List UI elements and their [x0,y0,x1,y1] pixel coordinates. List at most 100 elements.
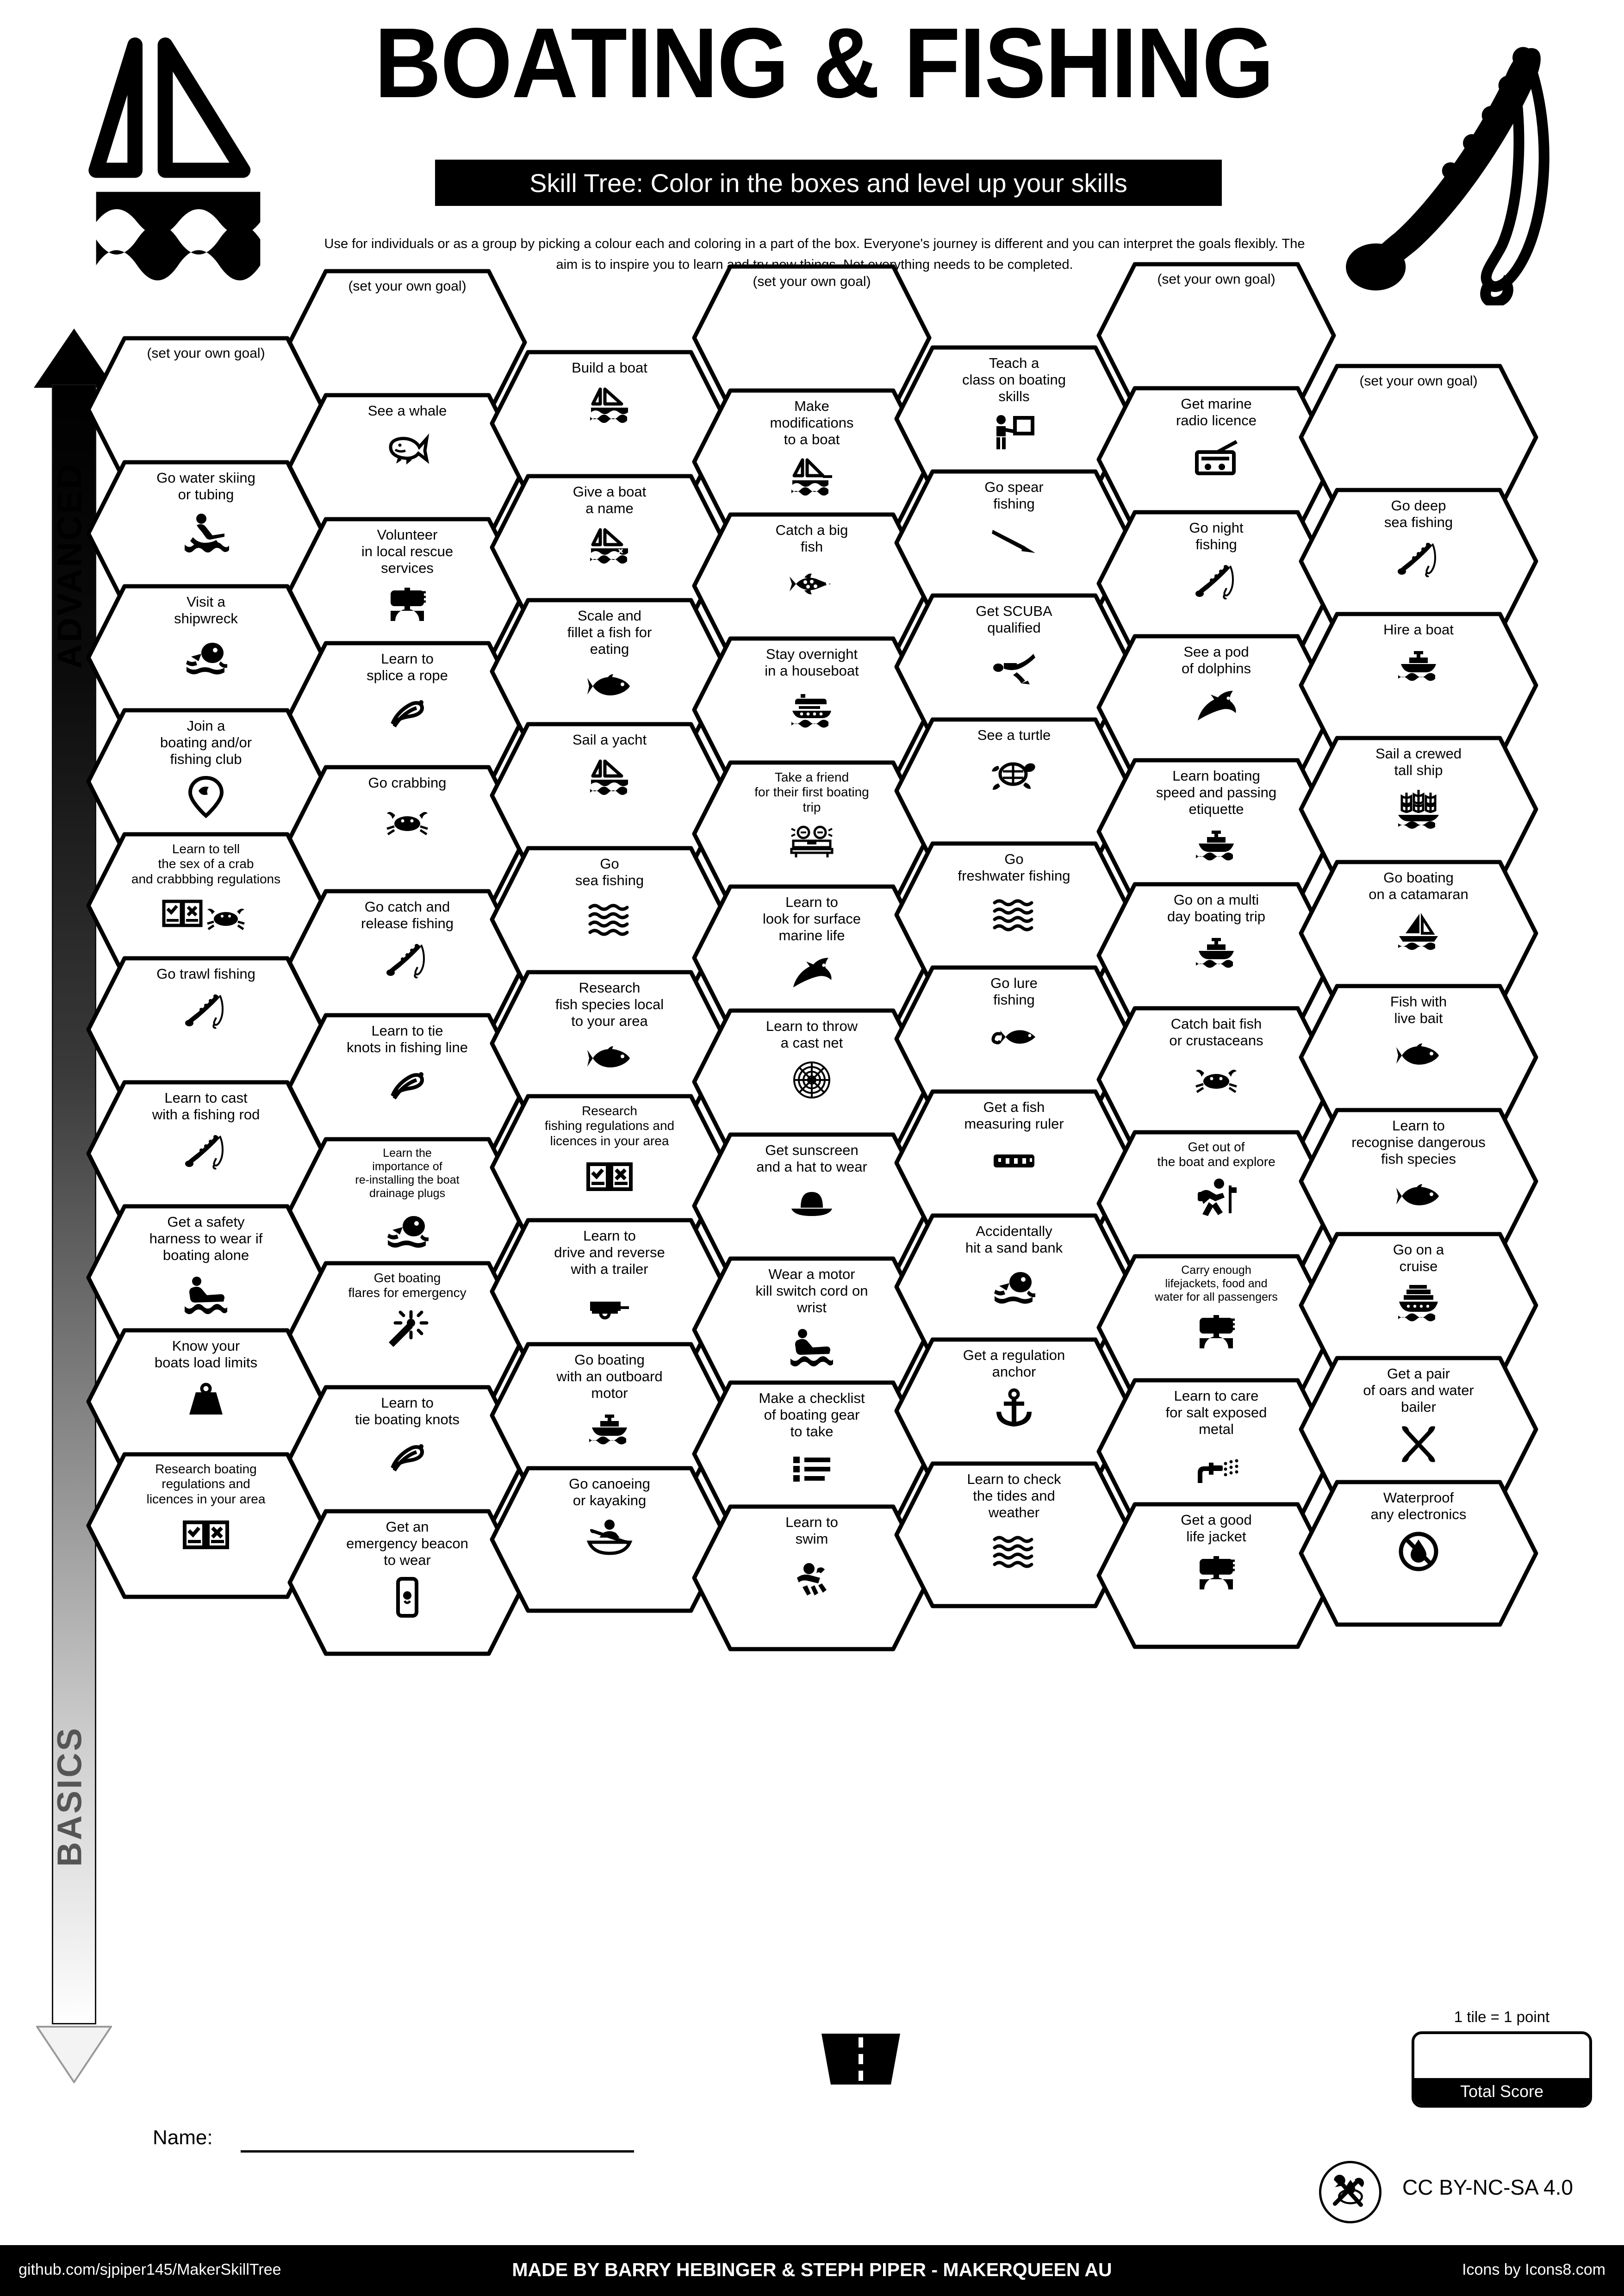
skill-tile-label: Research fishing regulations and licences … [544,1104,675,1148]
cruiseship-icon [1394,1278,1444,1328]
lifejacket-icon [382,580,432,630]
skill-tile-label: Research fish species local to your area [555,980,664,1029]
skill-tile[interactable]: Learn to cast with a fishing rod [86,1080,326,1228]
skill-tile[interactable]: Get a good life jacket [1096,1502,1337,1650]
skill-tile-content: Get out of the boat and explore [1113,1140,1320,1267]
skill-tile[interactable]: Learn the importance of re-installing the … [287,1136,528,1285]
skill-tile[interactable]: Fish with live bait [1298,983,1539,1131]
lure-icon [989,1012,1039,1062]
fish-icon [585,1033,635,1083]
swimmer-icon [787,1551,837,1601]
skill-tile[interactable]: Go catch and release fishing [287,888,528,1036]
skill-tile-label: Go freshwater fishing [958,851,1070,884]
oars-icon [1394,1419,1444,1469]
skill-tile[interactable]: Get out of the boat and explore [1096,1129,1337,1278]
skill-tile[interactable]: Learn to recognise dangerous fish species [1298,1107,1539,1255]
skill-tile-label: Hire a boat [1383,621,1454,638]
skill-tile[interactable]: Learn to care for salt exposed metal [1096,1378,1337,1526]
sailboat-logo-icon [88,37,261,280]
license-text: CC BY-NC-SA 4.0 [1402,2175,1573,2199]
skill-tile[interactable]: Know your boats load limits [86,1328,326,1476]
skill-tile-content: Go sea fishing [506,856,713,983]
skill-tile[interactable]: Get a pair of oars and water bailer [1298,1355,1539,1503]
skill-tile[interactable]: Learn to swim [691,1504,932,1652]
skill-tile[interactable]: Go canoeing or kayaking [489,1465,730,1613]
skill-tile[interactable]: Go boating on a catamaran [1298,859,1539,1007]
skill-tile[interactable]: Sail a yacht [489,721,730,869]
skill-tile-label: Get a good life jacket [1181,1512,1252,1545]
skill-tile-content: Learn the importance of re-installing the … [304,1147,511,1274]
skill-hex-grid: (set your own goal) Go water skiing or tub… [0,262,1624,2078]
skill-tile-label: Get boating flares for emergency [348,1271,467,1300]
skill-tile-content: Catch bait fish or crustaceans [1113,1016,1320,1143]
name-field[interactable]: Name: [153,2126,662,2154]
skill-tile[interactable]: (set your own goal) [287,268,528,416]
skill-tile-content: See a pod of dolphins [1113,644,1320,771]
skill-tile[interactable]: Wear a motor kill switch cord on wrist [691,1256,932,1404]
skill-tile-label: Join a boating and/or fishing club [160,718,252,767]
skill-tile[interactable]: Learn boating speed and passing etiquette [1096,757,1337,906]
footer-icon-credit[interactable]: Icons by Icons8.com [1462,2261,1605,2278]
octopus-icon [382,1204,432,1254]
skill-tile-label: Go on a multi day boating trip [1167,892,1265,925]
skill-tile-label: (set your own goal) [1157,272,1276,287]
skill-tile[interactable]: Visit a shipwreck [86,583,326,732]
skill-tile-content: Learn to tie boating knots [304,1395,511,1522]
skill-tile-content: Know your boats load limits [102,1338,310,1465]
skill-tile[interactable]: Get an emergency beacon to wear [287,1508,528,1657]
flare-icon [382,1304,432,1354]
skill-tile[interactable]: Get boating flares for emergency [287,1260,528,1409]
axis-arrow-down-icon [36,2026,112,2083]
skill-tile-content: Go trawl fishing [102,966,310,1093]
skill-tile[interactable]: Sail a crewed tall ship [1298,735,1539,883]
skill-tile[interactable]: Give a boat a name [489,473,730,621]
fishing-rod-icon [382,936,432,986]
skill-tile[interactable]: Get sunscreen and a hat to wear [691,1132,932,1280]
hose-icon [1191,1441,1241,1491]
skill-tile-label: Stay overnight in a houseboat [765,646,859,679]
skill-tile[interactable]: Waterproof any electronics [1298,1479,1539,1627]
skill-tile-label: See a pod of dolphins [1182,644,1251,676]
skill-tile-label: Learn to tell the sex of a crab and crabbb… [131,842,281,886]
skill-tile-label: Go lure fishing [990,975,1038,1008]
skill-tile-label: Fish with live bait [1390,993,1447,1026]
skill-tile[interactable]: (set your own goal) [86,335,326,484]
skill-tile[interactable]: Take a friend for their first boating trip [691,760,932,908]
skill-tile-content: Volunteer in local rescue services [304,527,511,654]
knot-icon [382,1432,432,1482]
total-score-box[interactable]: Total Score [1412,2031,1592,2108]
skill-tile-content: Get a safety harness to wear if boating al… [102,1214,310,1341]
skill-tile-content: Catch a big fish [708,522,915,650]
skill-tile[interactable]: Get a safety harness to wear if boating al… [86,1204,326,1352]
skill-tile-content: Go night fishing [1113,520,1320,647]
skill-tile[interactable]: Make a checklist of boating gear to take [691,1380,932,1528]
skill-tile[interactable]: Learn to tie boating knots [287,1384,528,1533]
hat-icon [787,1179,837,1229]
skill-tile[interactable]: Volunteer in local rescue services [287,516,528,664]
skill-tile[interactable]: Learn to splice a rope [287,640,528,788]
skill-tile[interactable]: Go on a cruise [1298,1231,1539,1379]
skill-tile-label: Go crabbing [368,775,447,791]
skill-tile-content: Visit a shipwreck [102,594,310,721]
skill-tile[interactable]: Learn to check the tides and weather [894,1461,1134,1609]
skill-tile-content: Make modifications to a boat [708,398,915,526]
skill-tile-content: Hire a boat [1315,621,1522,749]
skill-tile[interactable]: Research boating regulations and licences … [86,1452,326,1600]
skill-tile[interactable]: Learn to tie knots in fishing line [287,1012,528,1160]
skill-tile-content: Get boating flares for emergency [304,1271,511,1398]
footer-repo-link[interactable]: github.com/sjpiper145/MakerSkillTree [19,2261,281,2278]
skill-tile[interactable]: Go lure fishing [894,965,1134,1113]
skill-tile[interactable]: Make modifications to a boat [691,388,932,536]
skill-tile[interactable]: Accidentally hit a sand bank [894,1213,1134,1361]
skill-tile-content: Go deep sea fishing [1315,497,1522,625]
skill-tile[interactable]: Go freshwater fishing [894,841,1134,989]
skill-tile-content: Go water skiing or tubing [102,470,310,597]
skill-tile[interactable]: Go spear fishing [894,469,1134,617]
skill-tile[interactable]: Teach a class on boating skills [894,345,1134,493]
skill-tile-label: Learn to splice a rope [367,651,448,683]
skill-tile-content: Wear a motor kill switch cord on wrist [708,1266,915,1394]
fishing-rod-icon [181,1127,231,1177]
skill-tile[interactable]: Catch a big fish [691,512,932,660]
skill-tile[interactable]: Research fishing regulations and licences … [489,1093,730,1241]
skill-tile-label: Go water skiing or tubing [156,470,255,503]
